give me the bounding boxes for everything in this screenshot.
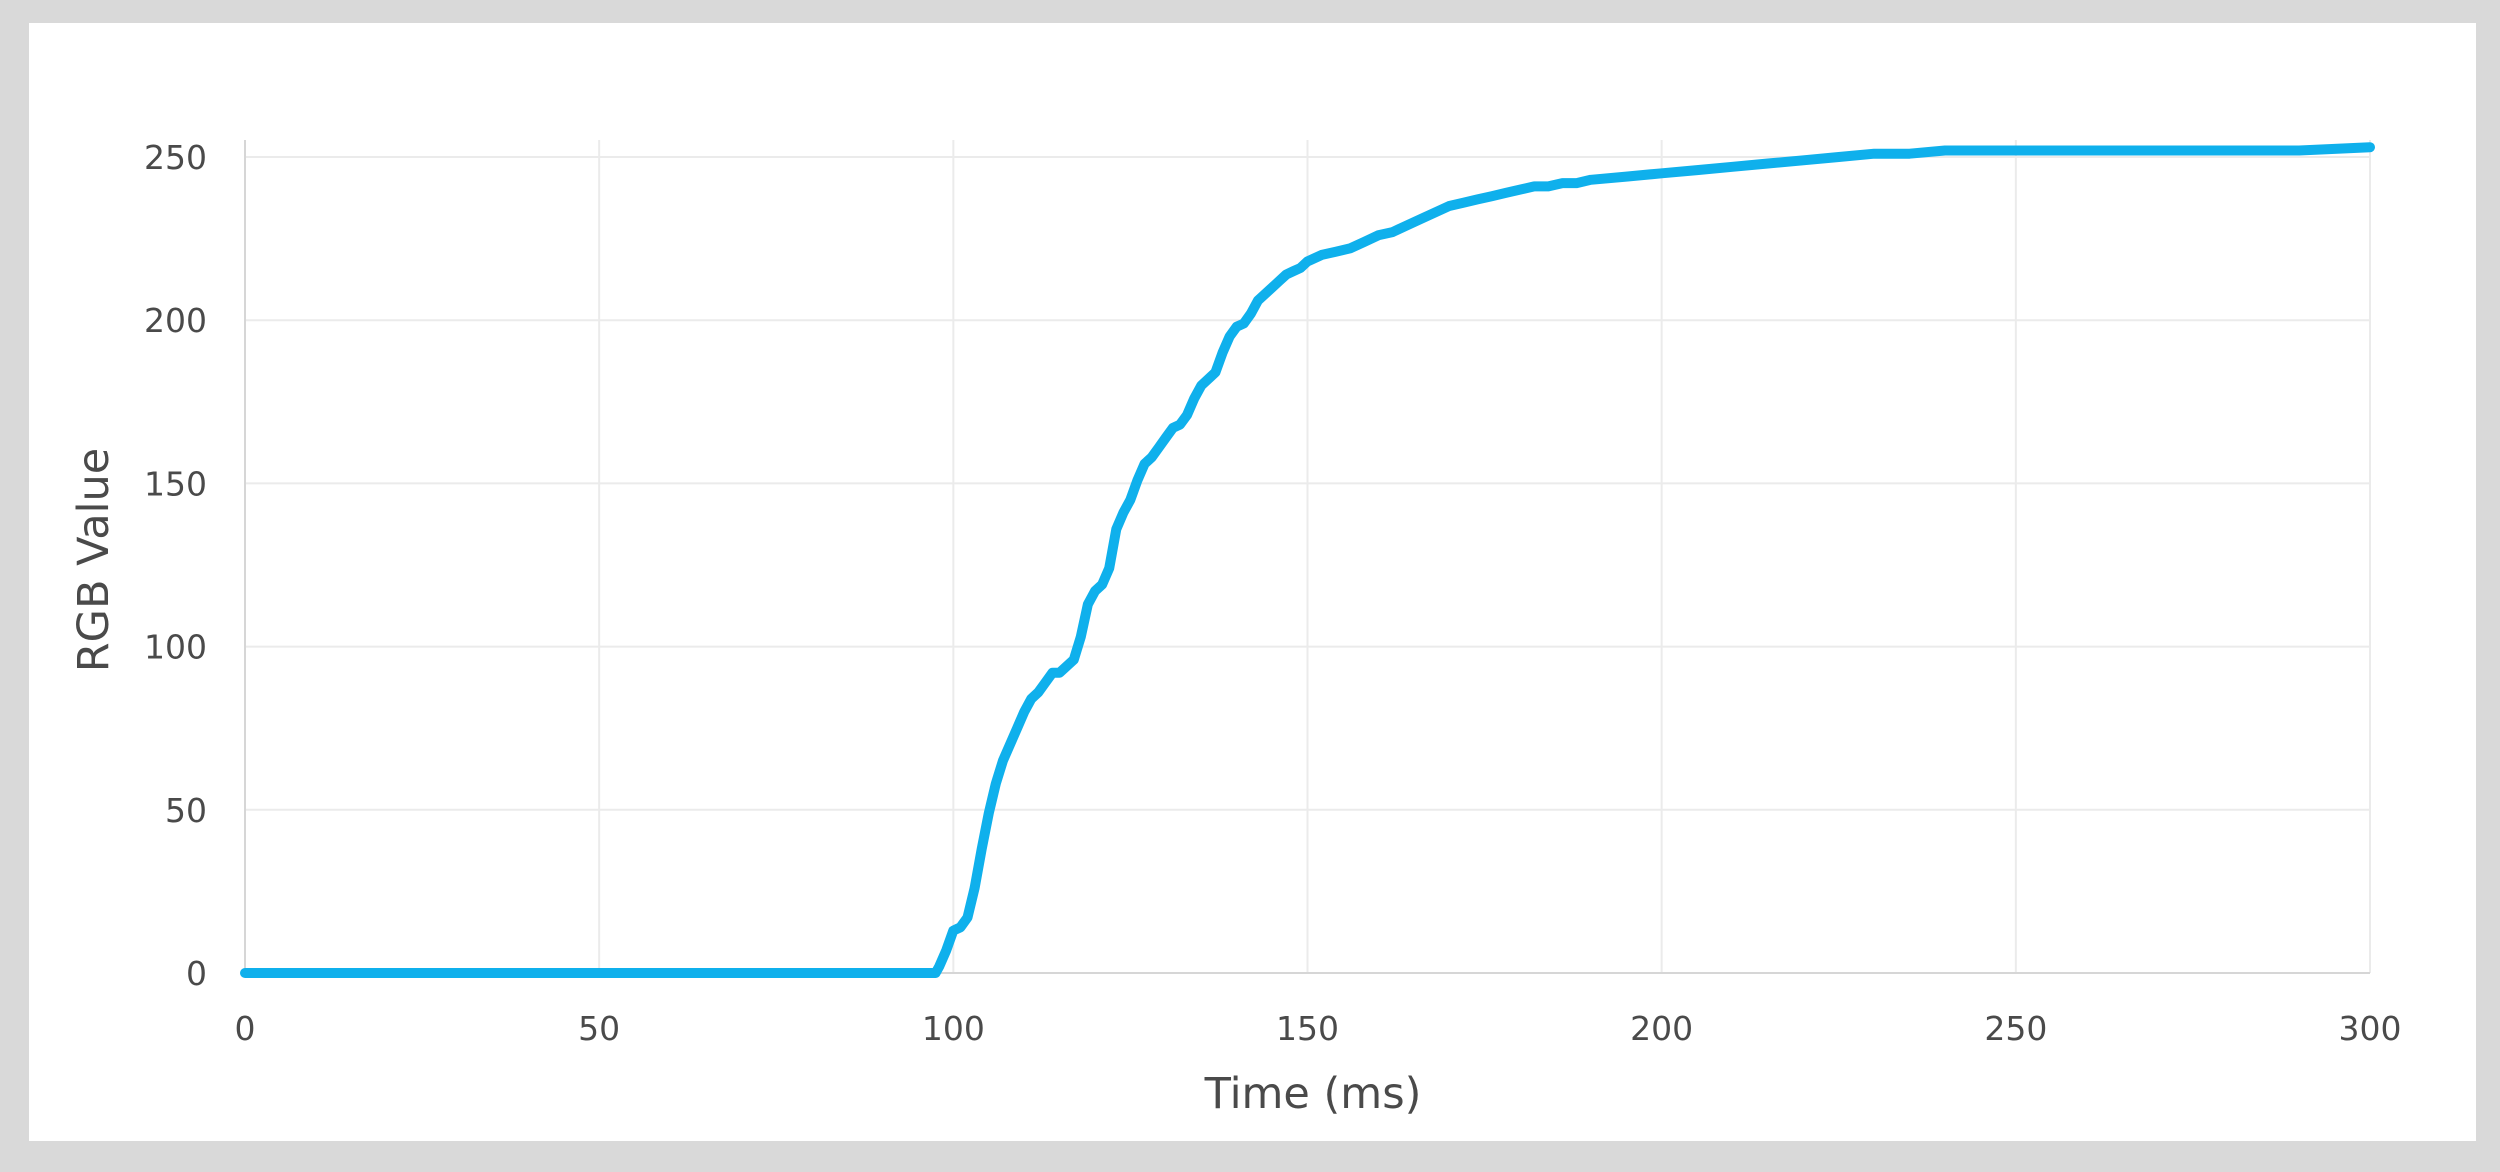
x-tick-label: 200 <box>1630 1009 1693 1048</box>
x-tick-label: 50 <box>578 1009 620 1048</box>
x-tick-label: 100 <box>922 1009 985 1048</box>
y-tick-label: 250 <box>144 138 207 177</box>
y-tick-label: 200 <box>144 301 207 340</box>
y-tick-labels: 0 50 100 150 200 250 <box>144 138 207 993</box>
y-tick-label: 150 <box>144 464 207 503</box>
chart-panel <box>29 23 2476 1141</box>
x-tick-label: 150 <box>1276 1009 1339 1048</box>
series-line <box>240 142 2375 978</box>
y-tick-label: 50 <box>165 791 207 830</box>
y-axis-title: RGB Value <box>69 448 119 672</box>
x-tick-label: 250 <box>1984 1009 2047 1048</box>
x-axis-title: Time (ms) <box>1204 1069 1422 1119</box>
x-tick-label: 300 <box>2339 1009 2402 1048</box>
x-tick-labels: 0 50 100 150 200 250 300 <box>235 1009 2402 1048</box>
y-tick-label: 100 <box>144 628 207 667</box>
x-tick-label: 0 <box>235 1009 256 1048</box>
y-tick-label: 0 <box>186 954 207 993</box>
grid-lines <box>245 140 2371 973</box>
